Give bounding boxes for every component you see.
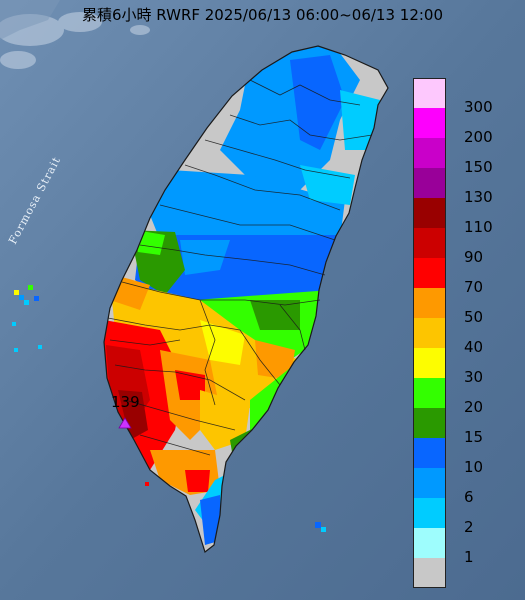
legend-label: 10 bbox=[464, 458, 484, 476]
legend-swatch bbox=[413, 558, 446, 588]
legend-label: 200 bbox=[464, 128, 493, 146]
legend-label: 2 bbox=[464, 518, 474, 536]
max-rain-value: 139 bbox=[111, 393, 140, 411]
legend-item: 40 bbox=[413, 318, 501, 355]
legend-swatch bbox=[413, 168, 446, 198]
legend-item: 90 bbox=[413, 228, 501, 265]
legend-item: 2 bbox=[413, 498, 501, 535]
legend-label: 50 bbox=[464, 308, 484, 326]
legend-label: 20 bbox=[464, 398, 484, 416]
legend-item: 30 bbox=[413, 348, 501, 385]
legend-swatch bbox=[413, 438, 446, 468]
legend-item: 200 bbox=[413, 108, 501, 145]
legend-item: 15 bbox=[413, 408, 501, 445]
legend-swatch bbox=[413, 138, 446, 168]
map-title: 累積6小時 RWRF 2025/06/13 06:00~06/13 12:00 bbox=[81, 6, 444, 24]
county-borders bbox=[107, 79, 373, 456]
legend-swatch bbox=[413, 228, 446, 258]
legend-swatch bbox=[413, 498, 446, 528]
legend-item: 150 bbox=[413, 138, 501, 175]
legend-label: 130 bbox=[464, 188, 493, 206]
legend-swatch bbox=[413, 408, 446, 438]
legend-swatch bbox=[413, 348, 446, 378]
legend-swatch bbox=[413, 288, 446, 318]
legend-swatch bbox=[413, 468, 446, 498]
legend-label: 40 bbox=[464, 338, 484, 356]
legend-label: 300 bbox=[464, 98, 493, 116]
legend-item bbox=[413, 558, 501, 588]
offshore-echoes bbox=[12, 285, 326, 532]
mainland-coast bbox=[0, 0, 60, 40]
legend-label: 15 bbox=[464, 428, 484, 446]
legend-item: 10 bbox=[413, 438, 501, 475]
legend-item: 110 bbox=[413, 198, 501, 235]
legend-label: 6 bbox=[464, 488, 474, 506]
legend-item: 6 bbox=[413, 468, 501, 505]
legend-label: 70 bbox=[464, 278, 484, 296]
legend-label: 30 bbox=[464, 368, 484, 386]
max-rain-station: 139 bbox=[111, 393, 140, 429]
legend-label: 1 bbox=[464, 548, 474, 566]
legend-swatch bbox=[413, 528, 446, 558]
legend-swatch bbox=[413, 258, 446, 288]
legend-item: 70 bbox=[413, 258, 501, 295]
legend-item: 20 bbox=[413, 378, 501, 415]
legend-item: 130 bbox=[413, 168, 501, 205]
triangle-marker-icon bbox=[118, 417, 132, 429]
legend-item: 1 bbox=[413, 528, 501, 565]
legend-swatch bbox=[413, 378, 446, 408]
island-coastline bbox=[103, 45, 389, 554]
legend-swatch bbox=[413, 78, 446, 108]
legend-item: 50 bbox=[413, 288, 501, 325]
legend-swatch bbox=[413, 108, 446, 138]
legend-label: 150 bbox=[464, 158, 493, 176]
legend-swatch bbox=[413, 198, 446, 228]
rainfall-legend: 300 200 150 130 110 90 70 50 40 30 20 15 10 6 2 1 bbox=[413, 78, 501, 588]
legend-swatch bbox=[413, 318, 446, 348]
legend-item: 300 bbox=[413, 78, 501, 115]
legend-label: 110 bbox=[464, 218, 493, 236]
legend-label: 90 bbox=[464, 248, 484, 266]
